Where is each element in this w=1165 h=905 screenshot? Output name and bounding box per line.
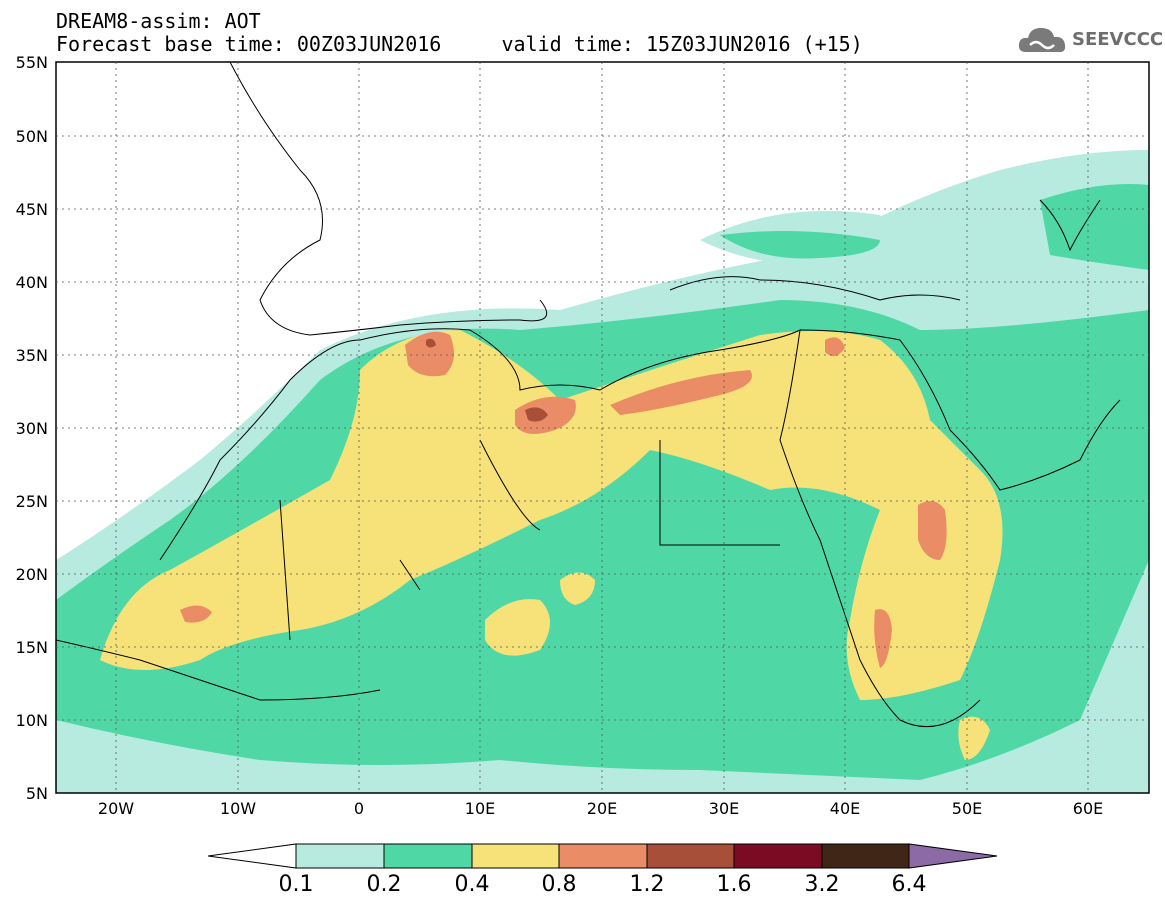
lon-label: 10W <box>219 799 257 818</box>
colorbar-under-arrow <box>207 843 297 869</box>
gridlines <box>56 62 1149 793</box>
lat-label: 55N <box>15 53 48 72</box>
aot-band-1.2a <box>525 407 548 422</box>
aot-band-0.8c <box>610 370 752 415</box>
lon-label: 20E <box>586 799 618 818</box>
cloud-icon <box>1018 28 1066 53</box>
plot-frame <box>55 61 1150 794</box>
lat-label: 40N <box>15 273 48 292</box>
aot-band-0.2c <box>1040 184 1149 270</box>
aot-band-0.8g <box>825 337 845 357</box>
coastlines <box>56 62 1121 728</box>
aot-band-1.2b <box>426 338 436 348</box>
colorbar-swatch-7 <box>821 843 910 869</box>
lat-label: 30N <box>15 419 48 438</box>
title-line-1: DREAM8-assim: AOT <box>56 9 261 33</box>
lon-label: 30E <box>708 799 740 818</box>
colorbar-over-arrow <box>908 843 998 869</box>
aot-band-0.8f <box>874 609 892 668</box>
colorbar-swatch-5 <box>646 843 735 869</box>
lat-label: 35N <box>15 346 48 365</box>
colorbar <box>207 843 998 869</box>
aot-band-0.4 <box>100 330 1003 700</box>
colorbar-swatch-6 <box>733 843 823 869</box>
colorbar-label: 0.8 <box>541 872 577 897</box>
aot-band-0.8d <box>918 501 947 560</box>
colorbar-swatch-1 <box>295 843 385 869</box>
title-line-2: Forecast base time: 00Z03JUN2016 valid t… <box>56 32 863 56</box>
colorbar-label: 0.2 <box>366 872 402 897</box>
lon-label: 10E <box>464 799 496 818</box>
lat-label: 20N <box>15 565 48 584</box>
colorbar-label: 1.6 <box>716 872 752 897</box>
colorbar-label: 0.1 <box>278 872 314 897</box>
lat-label: 10N <box>15 711 48 730</box>
lon-label: 20W <box>97 799 135 818</box>
lon-label: 0 <box>353 799 365 818</box>
aot-band-0.4d <box>958 716 990 760</box>
aot-band-0.4b <box>485 599 550 656</box>
colorbar-swatch-3 <box>471 843 560 869</box>
lat-label: 5N <box>25 784 48 803</box>
logo-text: SEEVCCC <box>1072 29 1164 50</box>
colorbar-label: 6.4 <box>891 872 927 897</box>
colorbar-swatch-2 <box>383 843 473 869</box>
lat-label: 15N <box>15 638 48 657</box>
lat-label: 50N <box>15 127 48 146</box>
colorbar-label: 1.2 <box>629 872 665 897</box>
colorbar-label: 0.4 <box>454 872 490 897</box>
aot-band-0.8e <box>180 605 212 623</box>
lat-label: 45N <box>15 200 48 219</box>
aot-band-0.4c <box>560 572 595 605</box>
aot-field <box>56 150 1149 793</box>
lon-label: 50E <box>951 799 983 818</box>
seevccc-logo: SEEVCCC <box>1016 22 1163 62</box>
aot-band-0.8a <box>405 331 454 377</box>
colorbar-label: 3.2 <box>804 872 840 897</box>
aot-band-0.2b <box>720 231 880 259</box>
colorbar-swatch-4 <box>558 843 648 869</box>
lon-label: 60E <box>1072 799 1104 818</box>
lon-label: 40E <box>829 799 861 818</box>
lat-label: 25N <box>15 492 48 511</box>
